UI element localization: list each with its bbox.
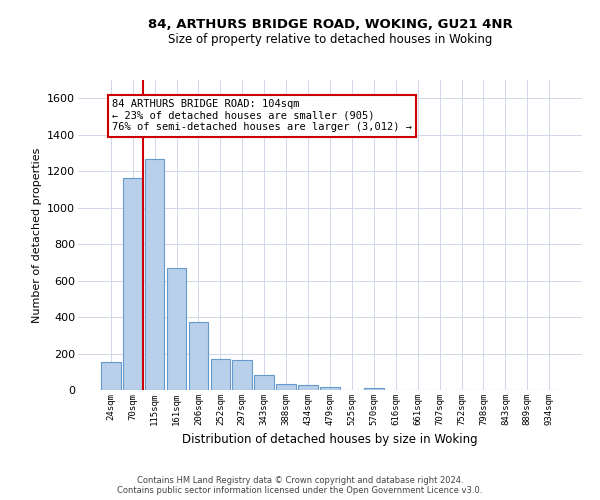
Bar bbox=[364, 388, 384, 390]
Text: Contains HM Land Registry data © Crown copyright and database right 2024.
Contai: Contains HM Land Registry data © Crown c… bbox=[118, 476, 482, 495]
Text: 84 ARTHURS BRIDGE ROAD: 104sqm
← 23% of detached houses are smaller (905)
76% of: 84 ARTHURS BRIDGE ROAD: 104sqm ← 23% of … bbox=[112, 99, 412, 132]
Bar bbox=[101, 362, 121, 390]
Bar bbox=[320, 386, 340, 390]
Bar bbox=[123, 178, 143, 390]
Text: 84, ARTHURS BRIDGE ROAD, WOKING, GU21 4NR: 84, ARTHURS BRIDGE ROAD, WOKING, GU21 4N… bbox=[148, 18, 512, 30]
Text: Size of property relative to detached houses in Woking: Size of property relative to detached ho… bbox=[168, 32, 492, 46]
Bar bbox=[254, 376, 274, 390]
Bar bbox=[298, 385, 318, 390]
Bar bbox=[211, 359, 230, 390]
Y-axis label: Number of detached properties: Number of detached properties bbox=[32, 148, 41, 322]
Bar bbox=[188, 322, 208, 390]
Bar bbox=[145, 160, 164, 390]
X-axis label: Distribution of detached houses by size in Woking: Distribution of detached houses by size … bbox=[182, 434, 478, 446]
Bar bbox=[232, 360, 252, 390]
Bar bbox=[276, 384, 296, 390]
Bar bbox=[167, 268, 187, 390]
